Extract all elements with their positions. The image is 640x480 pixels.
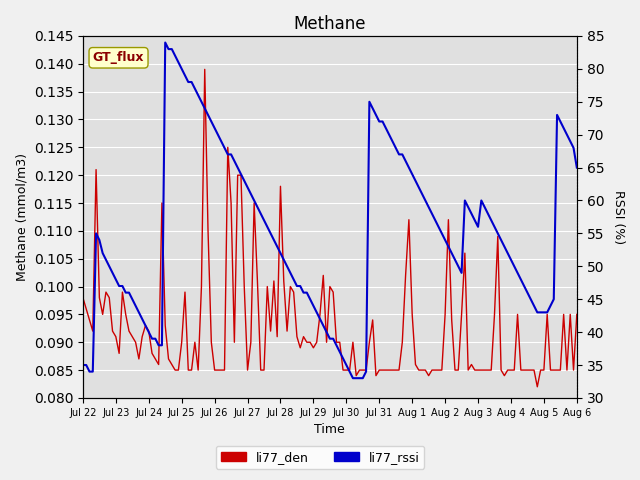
li77_den: [573, 312, 580, 317]
li77_rssi: [399, 152, 406, 157]
Y-axis label: Methane (mmol/m3): Methane (mmol/m3): [15, 153, 28, 281]
li77_den: [79, 295, 87, 300]
Legend: li77_den, li77_rssi: li77_den, li77_rssi: [216, 446, 424, 469]
li77_den: [570, 367, 577, 373]
li77_rssi: [349, 375, 356, 381]
li77_rssi: [431, 217, 439, 223]
Line: li77_rssi: li77_rssi: [83, 43, 577, 378]
li77_den: [395, 367, 403, 373]
li77_rssi: [79, 362, 87, 368]
Text: GT_flux: GT_flux: [93, 51, 144, 64]
Y-axis label: RSSI (%): RSSI (%): [612, 190, 625, 244]
li77_den: [382, 367, 390, 373]
X-axis label: Time: Time: [314, 423, 345, 436]
Title: Methane: Methane: [294, 15, 366, 33]
li77_rssi: [573, 165, 580, 170]
li77_rssi: [323, 329, 330, 335]
li77_den: [428, 367, 436, 373]
li77_den: [534, 384, 541, 390]
li77_rssi: [570, 145, 577, 151]
li77_den: [201, 66, 209, 72]
li77_rssi: [161, 40, 169, 46]
li77_den: [257, 367, 264, 373]
li77_rssi: [257, 211, 264, 216]
li77_rssi: [385, 132, 393, 138]
li77_den: [323, 339, 330, 345]
Line: li77_den: li77_den: [83, 69, 577, 387]
